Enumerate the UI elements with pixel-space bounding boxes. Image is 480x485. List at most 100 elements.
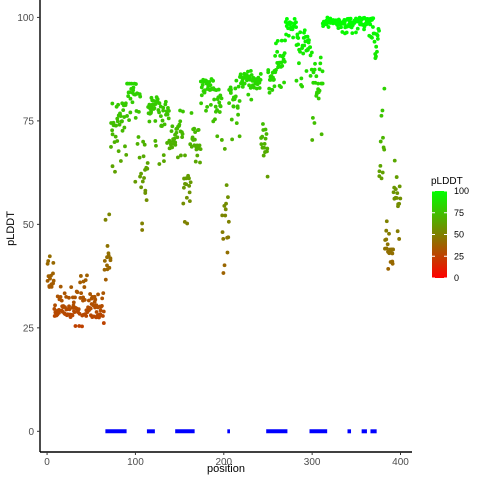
data-point (282, 59, 287, 64)
data-point (101, 309, 106, 314)
data-point (231, 104, 236, 109)
data-point (213, 104, 218, 109)
data-point (267, 90, 272, 95)
data-point (286, 33, 291, 38)
data-point (78, 280, 83, 285)
data-point (248, 85, 253, 90)
data-point (178, 119, 183, 124)
data-point (350, 31, 355, 35)
data-point (113, 169, 117, 174)
data-point (133, 115, 138, 120)
data-point (317, 67, 322, 72)
data-point (234, 121, 239, 125)
data-point (285, 17, 289, 21)
data-point (279, 85, 283, 90)
data-point (98, 308, 103, 313)
data-point (162, 159, 166, 164)
data-point (289, 21, 294, 25)
data-point (380, 108, 385, 113)
data-point (149, 109, 153, 114)
data-point (318, 55, 323, 60)
data-point (378, 163, 383, 168)
data-point (166, 106, 170, 110)
data-point (140, 228, 145, 232)
data-point (230, 137, 235, 142)
legend-ticks: 0 25 50 75 100 (432, 186, 469, 283)
data-point (127, 90, 132, 95)
data-point (76, 307, 81, 312)
data-point (294, 20, 298, 25)
data-point (264, 132, 269, 136)
data-point (296, 42, 301, 47)
data-point (48, 276, 52, 281)
data-point (268, 78, 273, 82)
data-point (129, 81, 134, 86)
data-point (370, 35, 374, 40)
data-point (116, 149, 121, 154)
data-point (312, 121, 317, 125)
data-point (192, 126, 197, 131)
data-point (180, 135, 185, 140)
data-point (314, 74, 319, 79)
data-point (67, 295, 71, 300)
axes: 0 100 200 300 400 0 25 50 75 100 (17, 0, 412, 468)
data-point (246, 69, 250, 74)
data-point (86, 298, 91, 303)
data-point (272, 84, 277, 89)
data-point (375, 37, 380, 41)
data-point (320, 81, 325, 86)
data-point (248, 68, 253, 73)
data-point (381, 135, 385, 140)
data-point (109, 145, 113, 149)
data-point (368, 22, 373, 27)
data-point (355, 26, 360, 31)
data-point (280, 63, 285, 68)
data-point (161, 105, 166, 110)
data-point (258, 72, 263, 76)
data-point (235, 105, 240, 110)
color-legend: pLDDT 0 25 50 75 100 (431, 176, 469, 283)
data-point (198, 147, 203, 152)
data-point (72, 310, 77, 314)
data-point (213, 117, 217, 122)
data-point (259, 142, 264, 147)
data-point (117, 122, 122, 127)
data-point (260, 134, 265, 139)
data-point (79, 291, 84, 296)
data-point (246, 92, 251, 97)
data-point (218, 93, 223, 98)
data-point (116, 102, 121, 107)
data-point (197, 143, 202, 148)
data-point (375, 49, 379, 54)
data-point (196, 127, 201, 132)
y-tick-label: 50 (23, 220, 35, 231)
data-point (208, 102, 213, 107)
data-point (193, 130, 198, 135)
data-point (384, 219, 389, 224)
data-point (217, 110, 222, 114)
data-point (317, 88, 322, 93)
data-point (172, 136, 177, 141)
data-point (254, 86, 259, 91)
data-point (58, 294, 63, 299)
data-point (118, 114, 123, 118)
data-point (110, 101, 115, 106)
y-axis-title: pLDDT (5, 211, 17, 246)
data-point (211, 78, 215, 83)
data-point (274, 68, 278, 72)
data-point (372, 39, 377, 44)
data-point (374, 54, 378, 59)
data-point (220, 230, 225, 235)
data-point (205, 104, 210, 109)
data-point (326, 25, 331, 29)
data-point (85, 273, 89, 278)
data-point (236, 112, 240, 117)
data-point (71, 300, 76, 305)
data-point (219, 96, 224, 101)
data-point (152, 106, 157, 111)
data-point (120, 128, 125, 133)
data-point (193, 159, 198, 164)
data-point (45, 278, 50, 283)
data-point (170, 124, 175, 129)
data-point (308, 45, 313, 49)
